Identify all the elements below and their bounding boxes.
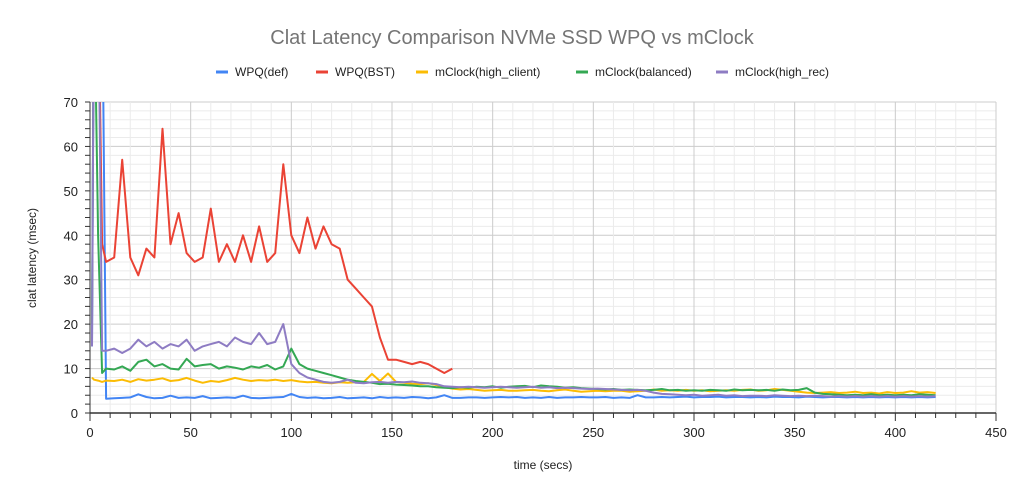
legend: WPQ(def) WPQ(BST) mClock(high_client) mCloc… bbox=[216, 65, 829, 79]
x-tick-label: 100 bbox=[280, 425, 302, 440]
y-tick-label: 40 bbox=[64, 228, 78, 243]
legend-label: WPQ(BST) bbox=[335, 65, 395, 79]
legend-label: mClock(balanced) bbox=[595, 65, 692, 79]
x-axis-label: time (secs) bbox=[514, 458, 573, 472]
x-tick-label: 450 bbox=[985, 425, 1007, 440]
x-tick-label: 250 bbox=[582, 425, 604, 440]
axes: 0 10 20 30 40 50 60 70 0 50 100 150 200 250 300 350 400 4… bbox=[64, 95, 1007, 440]
legend-label: mClock(high_rec) bbox=[735, 65, 829, 79]
series-line-wpq-bst bbox=[99, 102, 453, 374]
x-tick-label: 400 bbox=[884, 425, 906, 440]
series-line-mclock-balanced bbox=[91, 102, 936, 397]
x-tick-label: 150 bbox=[381, 425, 403, 440]
y-tick-label: 60 bbox=[64, 139, 78, 154]
series-line-mclock-high-rec bbox=[91, 102, 936, 398]
legend-label: mClock(high_client) bbox=[435, 65, 540, 79]
series-line-wpq-def bbox=[91, 102, 936, 400]
x-tick-label: 350 bbox=[784, 425, 806, 440]
y-tick-label: 70 bbox=[64, 95, 78, 110]
series-lines bbox=[91, 102, 936, 400]
y-axis-label: clat latency (msec) bbox=[25, 208, 39, 308]
x-tick-label: 200 bbox=[482, 425, 504, 440]
x-tick-label: 0 bbox=[86, 425, 93, 440]
y-tick-label: 20 bbox=[64, 317, 78, 332]
y-tick-label: 10 bbox=[64, 362, 78, 377]
y-tick-label: 30 bbox=[64, 273, 78, 288]
legend-label: WPQ(def) bbox=[235, 65, 288, 79]
y-tick-label: 50 bbox=[64, 184, 78, 199]
chart-title: Clat Latency Comparison NVMe SSD WPQ vs … bbox=[270, 27, 754, 49]
x-tick-label: 50 bbox=[183, 425, 197, 440]
y-tick-label: 0 bbox=[71, 406, 78, 421]
x-tick-label: 300 bbox=[683, 425, 705, 440]
